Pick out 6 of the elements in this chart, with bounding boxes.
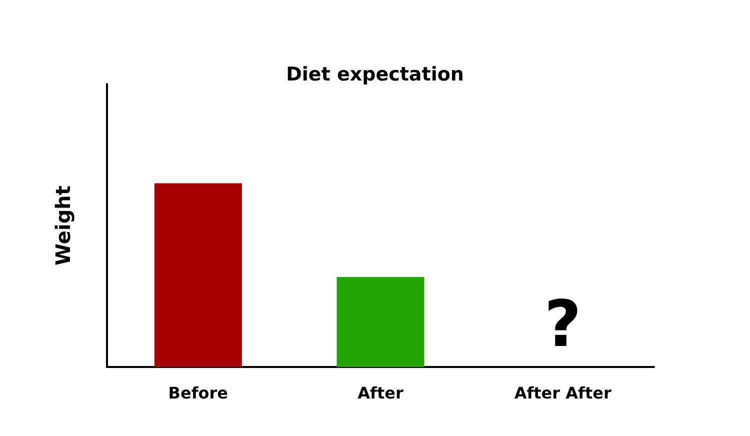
x-tick-label: Before xyxy=(168,384,228,402)
x-tick-label: After After xyxy=(514,384,612,402)
chart-title: Diet expectation xyxy=(286,64,464,86)
y-axis-title: Weight xyxy=(51,185,75,266)
x-tick-label: After xyxy=(358,384,404,402)
annotation: ? xyxy=(544,288,582,362)
